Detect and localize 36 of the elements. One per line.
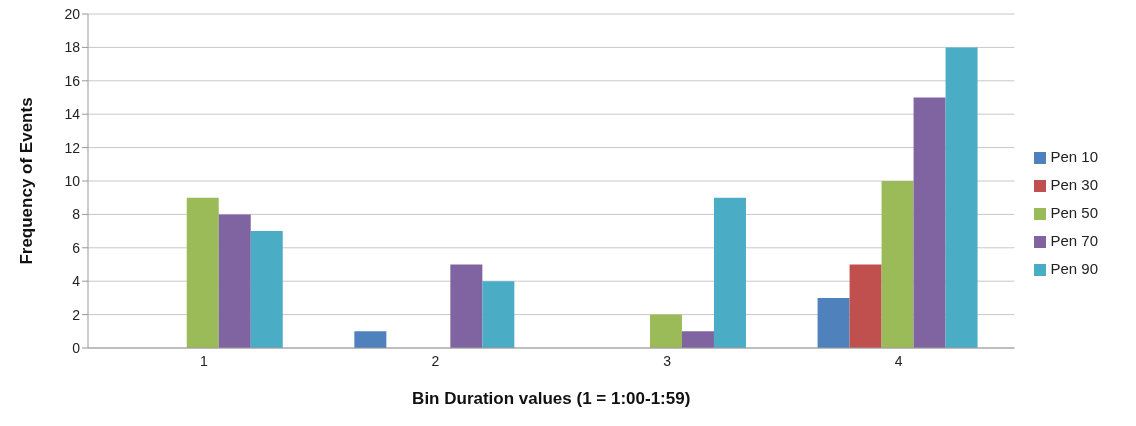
bar (250, 231, 283, 348)
x-tick-label: 1 (199, 352, 208, 369)
legend-label: Pen 10 (1050, 148, 1098, 165)
y-tick-label: 12 (64, 139, 81, 156)
y-tick-label: 20 (64, 5, 81, 22)
bar (681, 331, 714, 348)
x-tick-label: 2 (431, 352, 440, 369)
x-tick-label: 3 (663, 352, 672, 369)
y-tick-label: 14 (64, 106, 81, 123)
bar (817, 297, 850, 348)
bar (713, 197, 746, 348)
legend-label: Pen 70 (1050, 232, 1098, 249)
bar (354, 331, 387, 348)
x-tick-label: 4 (894, 352, 903, 369)
bar (913, 97, 946, 348)
legend-label: Pen 50 (1050, 204, 1098, 221)
y-tick-label: 18 (64, 39, 81, 56)
bar (849, 264, 882, 348)
legend-label: Pen 90 (1050, 260, 1098, 277)
y-tick-label: 6 (72, 239, 81, 256)
y-axis-title: Frequency of Events (17, 97, 37, 265)
y-tick-label: 8 (72, 206, 81, 223)
bar (881, 181, 914, 348)
bar (482, 281, 515, 348)
bar (649, 314, 682, 348)
legend-label: Pen 30 (1050, 176, 1098, 193)
y-tick-label: 10 (64, 172, 81, 189)
bar (186, 197, 219, 348)
x-axis-title: Bin Duration values (1 = 1:00-1:59) (412, 389, 691, 408)
bar (450, 264, 483, 348)
y-tick-label: 16 (64, 72, 81, 89)
y-tick-label: 0 (72, 339, 81, 356)
bar (945, 47, 978, 348)
bar (218, 214, 251, 348)
y-tick-label: 2 (72, 306, 81, 323)
y-tick-label: 4 (72, 273, 81, 290)
